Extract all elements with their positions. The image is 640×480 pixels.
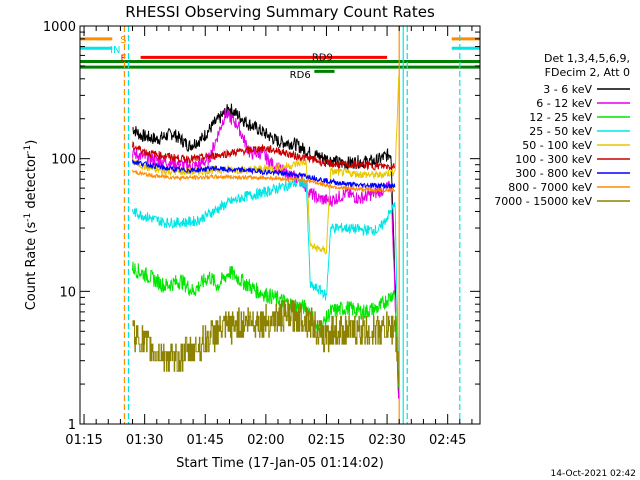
series-line-7 [132,169,396,194]
x-tick-label: 01:45 [187,433,224,448]
x-tick-label: 02:45 [429,433,466,448]
series-layer [132,76,400,399]
legend-entry-label: 300 - 800 keV [515,167,592,180]
legend-header: FDecim 2, Att 0 [545,66,630,79]
legend-entry-label: 12 - 25 keV [529,111,592,124]
legend-entry-label: 7000 - 15000 keV [494,195,592,208]
y-axis-label-sup1: -1 [23,213,33,222]
series-line-3 [132,177,400,385]
x-axis-label: Start Time (17-Jan-05 01:14:02) [176,456,384,471]
series-line-2 [132,261,400,388]
legend-header: Det 1,3,4,5,6,9, [544,52,630,65]
footer-timestamp: 14-Oct-2021 02:42 [551,469,636,479]
y-tick-label: 10 [59,285,76,300]
x-axis: 01:15 01:30 01:45 02:00 02:15 02:30 02:45 [65,26,473,448]
legend-entry-label: 800 - 7000 keV [508,181,592,194]
series-line-4 [132,76,400,255]
y-tick-label: 1000 [43,20,76,35]
y-axis-label: Count Rate (s-1 detector-1) [23,140,39,311]
legend: Det 1,3,4,5,6,9,FDecim 2, Att 0 3 - 6 keV… [494,52,630,208]
flag-label: S [120,35,126,46]
legend-entry-label: 100 - 300 keV [515,153,592,166]
chart-title: RHESSI Observing Summary Count Rates [125,3,435,21]
y-tick-label: 1 [68,418,76,433]
legend-entry-label: 50 - 100 keV [522,139,592,152]
legend-entry-label: 25 - 50 keV [529,125,592,138]
y-axis-label-sup2: -1 [23,145,33,154]
series-line-6 [132,159,396,190]
flag-label: RD9 [312,53,333,64]
x-tick-label: 01:30 [126,433,163,448]
y-tick-label: 100 [51,153,76,168]
y-axis-label-end: ) [24,140,39,145]
plot-frame [79,25,481,425]
flag-label: RD6 [290,70,311,81]
y-axis: 1 10 100 1000 [43,20,480,433]
x-tick-label: 02:30 [368,433,405,448]
flag-label: IN [110,45,120,56]
flag-label: F [120,53,126,64]
series-line-1 [132,108,400,399]
x-tick-label: 02:15 [308,433,345,448]
vlines-layer [123,26,461,424]
x-tick-label: 01:15 [65,433,102,448]
y-axis-label-main: Count Rate (s [24,222,39,311]
series-line-5 [132,140,396,171]
series-line-8 [132,300,400,385]
x-tick-label: 02:00 [247,433,284,448]
legend-entry-label: 6 - 12 keV [536,97,592,110]
legend-entry-label: 3 - 6 keV [543,83,592,96]
y-axis-label-mid: detector [24,153,39,213]
